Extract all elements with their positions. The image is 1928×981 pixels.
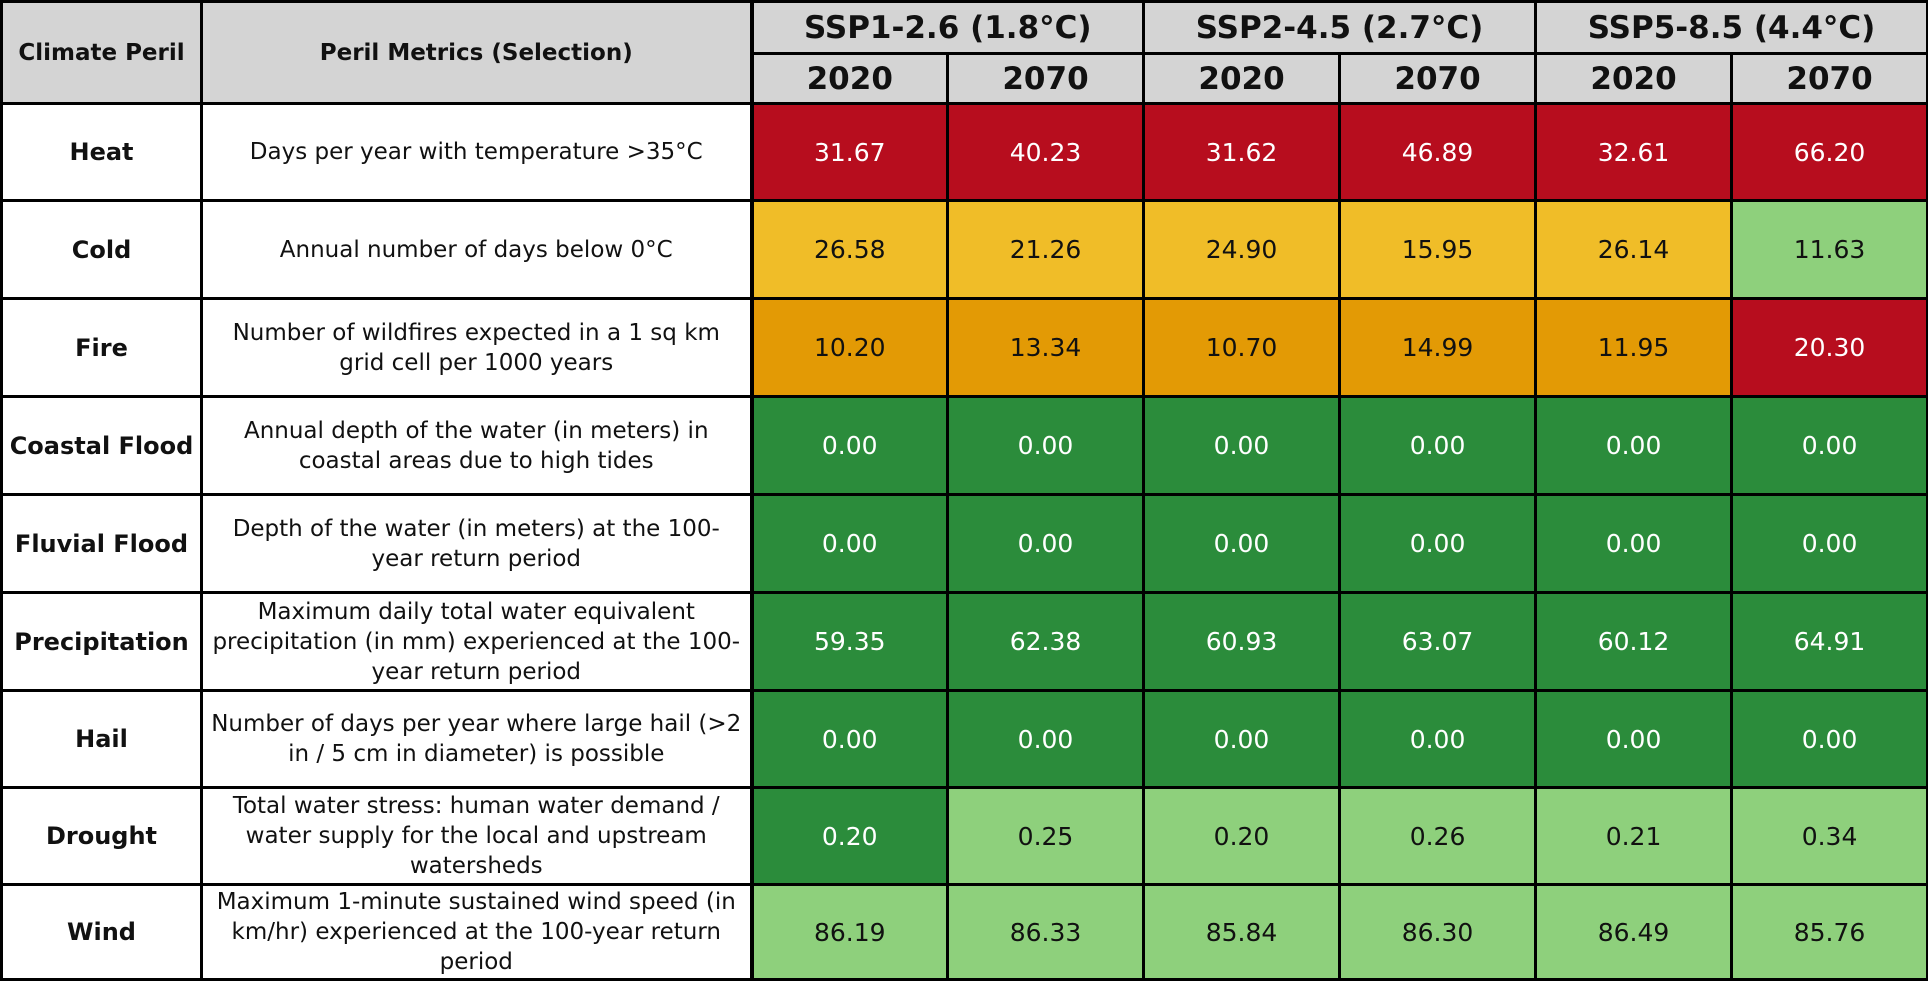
- table-row: Precipitation Maximum daily total water e…: [0, 591, 1928, 692]
- table-row: Fire Number of wildfires expected in a 1 …: [0, 297, 1928, 398]
- value-cell: 0.00: [1730, 395, 1928, 496]
- scenario-header-ssp5: SSP5-8.5 (4.4°C): [1534, 0, 1928, 55]
- value-cell: 26.14: [1534, 199, 1734, 300]
- peril-metric-cell: Number of days per year where large hail…: [200, 689, 753, 789]
- value-cell: 0.00: [1534, 493, 1734, 594]
- value-cell: 11.63: [1730, 199, 1928, 300]
- value-cell: 14.99: [1338, 297, 1538, 398]
- peril-name-cell: Coastal Flood: [0, 395, 203, 496]
- value-cell: 0.21: [1534, 786, 1734, 886]
- value-cell: 59.35: [749, 591, 949, 692]
- value-cell: 66.20: [1730, 102, 1928, 202]
- value-cell: 60.12: [1534, 591, 1734, 692]
- value-cell: 11.95: [1534, 297, 1734, 398]
- value-cell: 26.58: [749, 199, 949, 300]
- value-cell: 31.62: [1142, 102, 1342, 202]
- table-row: Heat Days per year with temperature >35°C…: [0, 102, 1928, 202]
- table-body: Heat Days per year with temperature >35°C…: [0, 102, 1928, 981]
- climate-peril-header: Climate Peril: [0, 0, 203, 105]
- value-cell: 0.20: [1142, 786, 1342, 886]
- value-cell: 0.34: [1730, 786, 1928, 886]
- value-cell: 21.26: [945, 199, 1146, 300]
- value-cell: 64.91: [1730, 591, 1928, 692]
- value-cell: 0.00: [945, 493, 1146, 594]
- table-row: Drought Total water stress: human water d…: [0, 786, 1928, 886]
- value-cell: 0.00: [1142, 493, 1342, 594]
- value-cell: 86.19: [749, 883, 949, 981]
- table-row: Wind Maximum 1-minute sustained wind spee…: [0, 883, 1928, 981]
- value-cell: 0.00: [749, 689, 949, 789]
- value-cell: 0.00: [945, 689, 1146, 789]
- peril-metric-cell: Number of wildfires expected in a 1 sq k…: [200, 297, 753, 398]
- year-header-row: 2020 2070 2020 2070 2020 2070: [2, 52, 1928, 105]
- value-cell: 0.26: [1338, 786, 1538, 886]
- peril-metric-cell: Annual number of days below 0°C: [200, 199, 753, 300]
- year-header: 2020: [749, 52, 949, 105]
- value-cell: 85.84: [1142, 883, 1342, 981]
- year-header: 2020: [1534, 52, 1734, 105]
- peril-metric-cell: Annual depth of the water (in meters) in…: [200, 395, 753, 496]
- table-row: Fluvial Flood Depth of the water (in mete…: [0, 493, 1928, 594]
- value-cell: 32.61: [1534, 102, 1734, 202]
- value-cell: 10.20: [749, 297, 949, 398]
- value-cell: 24.90: [1142, 199, 1342, 300]
- table-row: Cold Annual number of days below 0°C 26.58…: [0, 199, 1928, 300]
- scenario-header-ssp1: SSP1-2.6 (1.8°C): [749, 0, 1146, 55]
- value-cell: 85.76: [1730, 883, 1928, 981]
- peril-name-cell: Fluvial Flood: [0, 493, 203, 594]
- value-cell: 0.00: [1142, 689, 1342, 789]
- value-cell: 0.00: [1338, 689, 1538, 789]
- peril-name-cell: Cold: [0, 199, 203, 300]
- peril-name-cell: Precipitation: [0, 591, 203, 692]
- peril-metric-cell: Total water stress: human water demand /…: [200, 786, 753, 886]
- value-cell: 62.38: [945, 591, 1146, 692]
- peril-metric-cell: Depth of the water (in meters) at the 10…: [200, 493, 753, 594]
- value-cell: 0.00: [1338, 493, 1538, 594]
- peril-metric-cell: Maximum 1-minute sustained wind speed (i…: [200, 883, 753, 981]
- value-cell: 40.23: [945, 102, 1146, 202]
- value-cell: 0.00: [749, 395, 949, 496]
- scenario-header-ssp2: SSP2-4.5 (2.7°C): [1142, 0, 1538, 55]
- value-cell: 15.95: [1338, 199, 1538, 300]
- peril-name-cell: Drought: [0, 786, 203, 886]
- year-header: 2070: [945, 52, 1146, 105]
- peril-name-cell: Fire: [0, 297, 203, 398]
- value-cell: 86.33: [945, 883, 1146, 981]
- value-cell: 31.67: [749, 102, 949, 202]
- value-cell: 0.00: [945, 395, 1146, 496]
- peril-metrics-header: Peril Metrics (Selection): [200, 0, 753, 105]
- year-header: 2070: [1338, 52, 1538, 105]
- value-cell: 86.30: [1338, 883, 1538, 981]
- year-header: 2020: [1142, 52, 1342, 105]
- value-cell: 0.00: [1534, 689, 1734, 789]
- value-cell: 0.00: [1730, 689, 1928, 789]
- peril-metric-cell: Maximum daily total water equivalent pre…: [200, 591, 753, 692]
- table-row: Coastal Flood Annual depth of the water (…: [0, 395, 1928, 496]
- value-cell: 0.00: [1142, 395, 1342, 496]
- value-cell: 0.00: [749, 493, 949, 594]
- value-cell: 0.00: [1534, 395, 1734, 496]
- peril-name-cell: Hail: [0, 689, 203, 789]
- value-cell: 0.25: [945, 786, 1146, 886]
- value-cell: 86.49: [1534, 883, 1734, 981]
- value-cell: 10.70: [1142, 297, 1342, 398]
- value-cell: 60.93: [1142, 591, 1342, 692]
- value-cell: 13.34: [945, 297, 1146, 398]
- peril-name-cell: Wind: [0, 883, 203, 981]
- year-header: 2070: [1730, 52, 1928, 105]
- peril-name-cell: Heat: [0, 102, 203, 202]
- value-cell: 0.00: [1730, 493, 1928, 594]
- value-cell: 0.20: [749, 786, 949, 886]
- value-cell: 63.07: [1338, 591, 1538, 692]
- value-cell: 46.89: [1338, 102, 1538, 202]
- peril-metric-cell: Days per year with temperature >35°C: [200, 102, 753, 202]
- table-row: Hail Number of days per year where large …: [0, 689, 1928, 789]
- scenario-header-row: Climate Peril Peril Metrics (Selection) …: [0, 0, 1928, 105]
- value-cell: 20.30: [1730, 297, 1928, 398]
- value-cell: 0.00: [1338, 395, 1538, 496]
